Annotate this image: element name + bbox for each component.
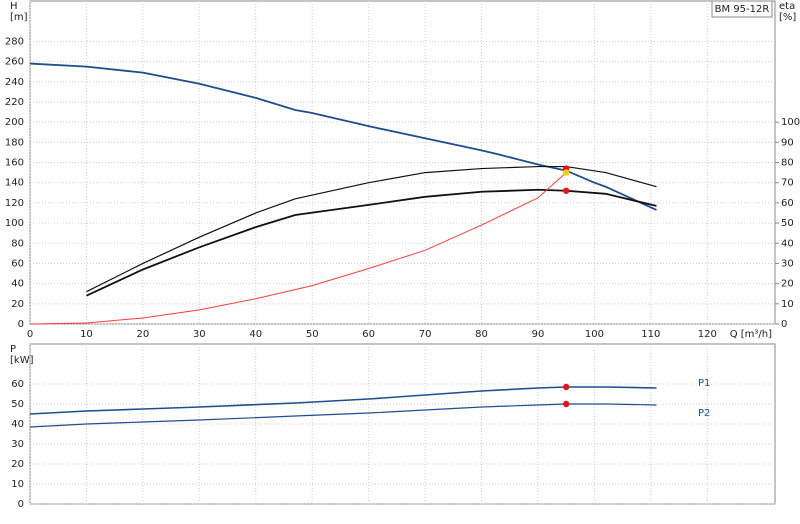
y-tick-label: 0 <box>18 319 24 330</box>
x-tick-label: 110 <box>641 329 660 340</box>
y-tick-label: 100 <box>5 218 24 229</box>
curve <box>86 165 657 293</box>
y-tick-label: 140 <box>5 178 24 189</box>
operating-point <box>562 400 570 408</box>
y-tick-label: 20 <box>11 299 24 310</box>
y2-tick-label: 20 <box>781 279 794 290</box>
y2-tick-label: 0 <box>781 319 787 330</box>
y-tick-label: 40 <box>11 279 24 290</box>
y2-tick-label: 70 <box>781 178 794 189</box>
y-tick-label: 240 <box>5 77 24 88</box>
y-tick-label: 260 <box>5 57 24 68</box>
x-tick-label: 80 <box>475 329 488 340</box>
x-tick-label: 50 <box>306 329 319 340</box>
series-label: P2 <box>698 408 710 419</box>
x-tick-label: 120 <box>698 329 717 340</box>
x-tick-label: 10 <box>80 329 93 340</box>
y2-tick-label: 90 <box>781 137 794 148</box>
series-label: P1 <box>698 378 710 389</box>
y2-tick-label: 10 <box>781 299 794 310</box>
y-axis-label: H <box>10 1 18 12</box>
x-tick-label: 20 <box>137 329 150 340</box>
curve <box>86 188 657 297</box>
y-axis-label: P <box>10 344 16 355</box>
y2-tick-label: 40 <box>781 238 794 249</box>
operating-point <box>562 187 570 194</box>
curve <box>29 62 657 211</box>
y-tick-label: 220 <box>5 97 24 108</box>
y2-tick-label: 60 <box>781 198 794 209</box>
y-tick-label: 20 <box>11 459 24 470</box>
y-axis-label: [m] <box>10 12 28 23</box>
x-tick-label: 60 <box>362 329 375 340</box>
y-tick-label: 160 <box>5 158 24 169</box>
x-tick-label: 100 <box>585 329 604 340</box>
model-box <box>711 0 773 18</box>
y-axis-label: [kW] <box>10 355 34 366</box>
x-tick-label: 90 <box>532 329 545 340</box>
x-axis-label: Q [m³/h] <box>730 329 772 340</box>
y-tick-label: 180 <box>5 137 24 148</box>
y2-tick-label: 80 <box>781 158 794 169</box>
x-tick-label: 70 <box>419 329 432 340</box>
x-tick-label: 30 <box>193 329 206 340</box>
y2-tick-label: 50 <box>781 218 794 229</box>
y-tick-label: 60 <box>11 258 24 269</box>
model-label: BM 95-12R <box>715 4 770 15</box>
y-tick-label: 10 <box>11 479 24 490</box>
x-tick-label: 0 <box>27 329 33 340</box>
x-tick-label: 40 <box>249 329 262 340</box>
y-tick-label: 80 <box>11 238 24 249</box>
y2-tick-label: 100 <box>781 117 800 128</box>
y-tick-label: 60 <box>11 379 24 390</box>
y-tick-label: 40 <box>11 419 24 430</box>
y2-axis-label: eta <box>779 1 795 12</box>
curve <box>29 403 657 428</box>
y-tick-label: 280 <box>5 36 24 47</box>
y-tick-label: 200 <box>5 117 24 128</box>
y-tick-label: 0 <box>18 499 24 510</box>
curve <box>29 172 567 325</box>
operating-point <box>562 383 570 391</box>
y2-tick-label: 30 <box>781 258 794 269</box>
operating-point <box>562 169 570 176</box>
y-tick-label: 50 <box>11 399 24 410</box>
curve <box>29 386 657 415</box>
y2-axis-label: [%] <box>779 12 796 23</box>
y-tick-label: 30 <box>11 439 24 450</box>
y-tick-label: 120 <box>5 198 24 209</box>
